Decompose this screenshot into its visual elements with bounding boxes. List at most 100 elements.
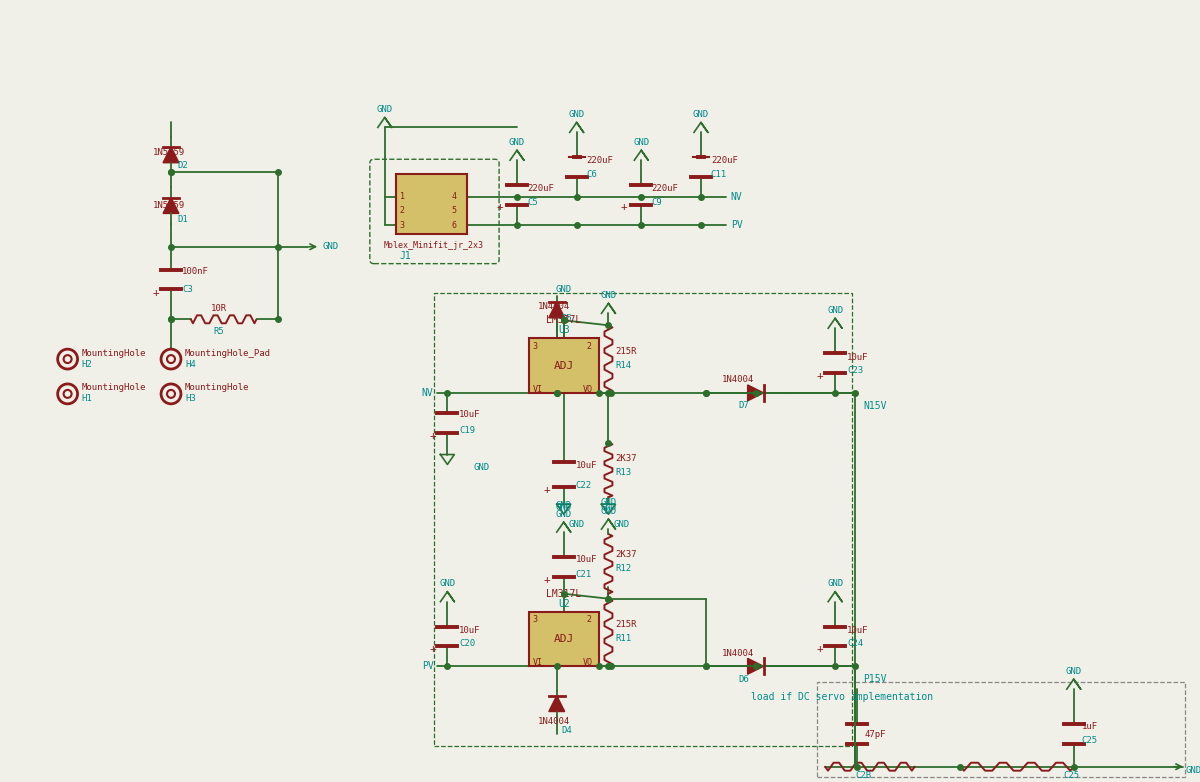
- Text: 10uF: 10uF: [847, 353, 869, 361]
- Text: 220uF: 220uF: [527, 184, 553, 192]
- Text: GND: GND: [692, 110, 709, 119]
- Text: C5: C5: [527, 198, 538, 206]
- Text: +: +: [430, 431, 436, 440]
- Text: MountingHole: MountingHole: [82, 383, 146, 393]
- Text: C24: C24: [847, 639, 863, 648]
- Text: GND: GND: [600, 507, 617, 515]
- Text: 215R: 215R: [616, 346, 637, 356]
- Polygon shape: [748, 385, 763, 401]
- Text: J1: J1: [400, 251, 412, 260]
- Polygon shape: [163, 147, 179, 163]
- Text: C20: C20: [460, 639, 475, 648]
- Text: 1: 1: [400, 192, 404, 200]
- Bar: [529, 338, 599, 393]
- Text: 47pF: 47pF: [865, 730, 887, 740]
- Bar: [529, 612, 599, 666]
- Bar: [817, 682, 1186, 777]
- Polygon shape: [163, 198, 179, 213]
- Text: C3: C3: [182, 285, 193, 294]
- Text: +: +: [544, 575, 550, 585]
- Text: 10uF: 10uF: [460, 411, 481, 419]
- Text: H2: H2: [82, 360, 92, 368]
- Text: LM337L: LM337L: [546, 315, 581, 325]
- Text: 5: 5: [451, 206, 456, 216]
- Text: R5: R5: [214, 327, 224, 335]
- Text: U3: U3: [558, 325, 570, 335]
- Text: +: +: [817, 644, 823, 655]
- Text: GND: GND: [556, 500, 571, 510]
- Text: 10uF: 10uF: [847, 626, 869, 635]
- Polygon shape: [748, 658, 763, 674]
- Circle shape: [167, 355, 175, 363]
- Text: 10R: 10R: [211, 304, 227, 313]
- Text: GND: GND: [827, 306, 844, 315]
- Text: 1N4004: 1N4004: [721, 649, 754, 658]
- Text: MountingHole: MountingHole: [185, 383, 250, 393]
- Text: C23: C23: [847, 365, 863, 375]
- Text: GND: GND: [634, 138, 649, 147]
- Circle shape: [167, 390, 175, 398]
- Text: GND: GND: [613, 519, 630, 529]
- Text: VI: VI: [533, 385, 542, 394]
- Text: GND: GND: [556, 510, 571, 518]
- Text: GND: GND: [322, 242, 338, 251]
- Text: 1uF: 1uF: [1081, 723, 1098, 731]
- Text: H4: H4: [185, 360, 196, 368]
- Text: +: +: [544, 486, 550, 495]
- Text: GND: GND: [556, 285, 571, 294]
- Text: GND: GND: [439, 579, 456, 588]
- Text: D7: D7: [738, 401, 749, 411]
- Text: C2B: C2B: [856, 771, 871, 780]
- Polygon shape: [548, 696, 565, 712]
- Text: 2K37: 2K37: [616, 551, 637, 559]
- Text: 3: 3: [533, 342, 538, 350]
- Text: 100nF: 100nF: [182, 267, 209, 276]
- Circle shape: [64, 390, 72, 398]
- Text: 10uF: 10uF: [460, 626, 481, 635]
- Text: 6: 6: [451, 221, 456, 231]
- Text: C6: C6: [587, 170, 598, 178]
- Text: MountingHole_Pad: MountingHole_Pad: [185, 349, 271, 357]
- Text: R11: R11: [616, 634, 631, 643]
- Text: +: +: [152, 289, 160, 299]
- Text: NV: NV: [731, 192, 743, 202]
- Text: GND: GND: [569, 110, 584, 119]
- Text: R14: R14: [616, 361, 631, 370]
- Text: 215R: 215R: [616, 620, 637, 629]
- Text: load if DC servo implementation: load if DC servo implementation: [751, 692, 932, 702]
- Text: D5: D5: [562, 314, 572, 323]
- Text: H3: H3: [185, 394, 196, 404]
- Polygon shape: [548, 302, 565, 317]
- Text: +: +: [497, 202, 504, 212]
- Text: 1N4004: 1N4004: [538, 717, 570, 726]
- Text: GND: GND: [1186, 766, 1200, 775]
- Text: GND: GND: [556, 503, 571, 511]
- Text: 220uF: 220uF: [652, 184, 678, 192]
- Text: C21: C21: [576, 570, 592, 579]
- Text: P15V: P15V: [863, 674, 887, 684]
- Text: GND: GND: [600, 503, 617, 511]
- Text: PV: PV: [731, 220, 743, 230]
- Text: 1N5059: 1N5059: [154, 148, 185, 157]
- Text: 1N5059: 1N5059: [154, 202, 185, 210]
- Text: GND: GND: [600, 498, 617, 507]
- Text: ADJ: ADJ: [553, 361, 574, 371]
- Text: +: +: [620, 202, 628, 212]
- Text: GND: GND: [509, 138, 526, 147]
- Text: GND: GND: [600, 291, 617, 300]
- Circle shape: [64, 355, 72, 363]
- Text: 220uF: 220uF: [587, 156, 613, 165]
- Text: C22: C22: [576, 481, 592, 490]
- Text: 2K37: 2K37: [616, 454, 637, 463]
- Text: 2: 2: [587, 342, 592, 350]
- Text: 2: 2: [400, 206, 404, 216]
- Text: C11: C11: [710, 170, 727, 178]
- Text: VO: VO: [582, 658, 593, 667]
- Text: GND: GND: [1066, 667, 1081, 676]
- Text: +: +: [817, 371, 823, 381]
- Text: 10uF: 10uF: [576, 555, 598, 565]
- Bar: [434, 293, 852, 746]
- Text: 1N4004: 1N4004: [538, 302, 570, 311]
- Text: PV: PV: [421, 662, 433, 671]
- Text: 10uF: 10uF: [576, 461, 598, 470]
